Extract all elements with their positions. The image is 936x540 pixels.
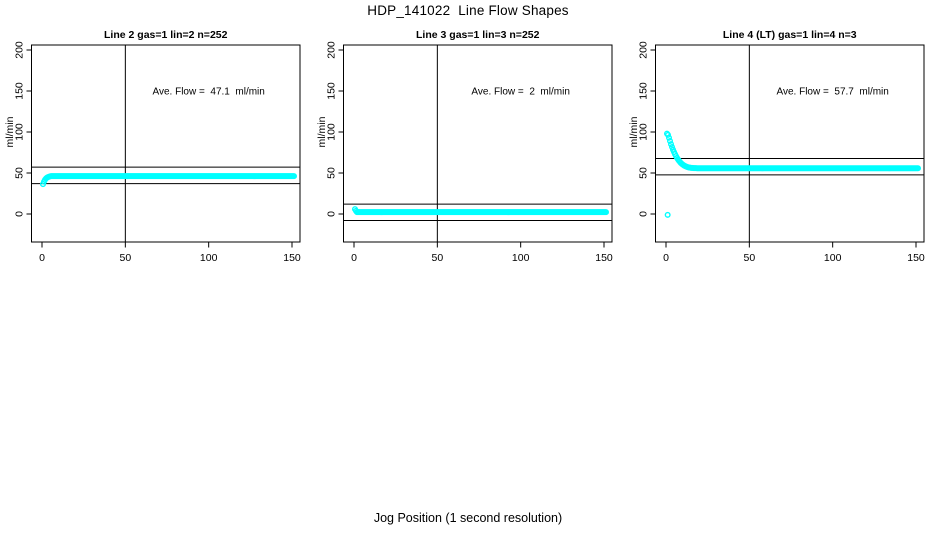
y-axis-ticks: 0 50 100 150 200: [638, 41, 656, 217]
data-points: [40, 173, 298, 188]
x-axis-outer-label: Jog Position (1 second resolution): [373, 511, 563, 525]
flow-band-lines: [343, 203, 612, 222]
y-axis-ticks: 0 50 100 150 200: [326, 41, 344, 217]
flow-panel-line4: 0 50 100 150 200 0 50 100 150 ml/min Line 4 (LT) g…: [628, 29, 925, 264]
svg-text:50: 50: [326, 167, 338, 179]
plot-box: [655, 44, 925, 243]
svg-text:100: 100: [14, 123, 26, 141]
svg-text:100: 100: [824, 252, 842, 264]
panel-title: Line 3 gas=1 lin=3 n=252: [416, 29, 540, 41]
svg-text:0: 0: [14, 211, 26, 217]
y-axis-label: ml/min: [4, 116, 16, 147]
panel-title: Line 2 gas=1 lin=2 n=252: [104, 29, 228, 41]
svg-text:0: 0: [638, 211, 650, 217]
flow-band-lines: [655, 157, 924, 176]
svg-text:50: 50: [14, 167, 26, 179]
data-points: [664, 130, 922, 218]
x-axis-ticks: 0 50 100 150: [39, 242, 301, 264]
svg-text:0: 0: [326, 211, 338, 217]
data-points: [352, 206, 610, 216]
y-axis-label: ml/min: [628, 116, 640, 147]
ave-flow-annotation: Ave. Flow = 2 ml/min: [471, 87, 569, 98]
svg-text:50: 50: [431, 252, 443, 264]
main-title: HDP_141022 Line Flow Shapes: [367, 3, 569, 18]
svg-text:150: 150: [283, 252, 301, 264]
svg-text:50: 50: [119, 252, 131, 264]
svg-text:0: 0: [351, 252, 357, 264]
svg-text:150: 150: [14, 82, 26, 100]
svg-text:100: 100: [512, 252, 530, 264]
plot-box: [31, 44, 301, 243]
panel-title: Line 4 (LT) gas=1 lin=4 n=3: [723, 29, 857, 41]
ave-flow-annotation: Ave. Flow = 57.7 ml/min: [776, 87, 888, 98]
svg-text:0: 0: [39, 252, 45, 264]
flow-panel-line3: 0 50 100 150 200 0 50 100 150 ml/min Line 3 gas=1 …: [316, 29, 613, 264]
panels-row: 0 50 100 150 200 0 50 100 150 ml/min Line 2 gas=1 …: [4, 29, 925, 264]
flow-panel-line2: 0 50 100 150 200 0 50 100 150 ml/min Line 2 gas=1 …: [4, 29, 301, 264]
plot-box: [343, 44, 613, 243]
svg-text:150: 150: [326, 82, 338, 100]
flow-band-lines: [31, 166, 300, 185]
svg-text:200: 200: [326, 41, 338, 59]
svg-text:200: 200: [14, 41, 26, 59]
svg-text:50: 50: [743, 252, 755, 264]
svg-text:200: 200: [638, 41, 650, 59]
x-axis-ticks: 0 50 100 150: [663, 242, 925, 264]
svg-text:150: 150: [907, 252, 925, 264]
svg-text:100: 100: [200, 252, 218, 264]
svg-text:100: 100: [638, 123, 650, 141]
svg-text:100: 100: [326, 123, 338, 141]
y-axis-ticks: 0 50 100 150 200: [14, 41, 32, 217]
ave-flow-annotation: Ave. Flow = 47.1 ml/min: [152, 87, 264, 98]
svg-text:150: 150: [595, 252, 613, 264]
svg-text:150: 150: [638, 82, 650, 100]
svg-text:0: 0: [663, 252, 669, 264]
y-axis-label: ml/min: [316, 116, 328, 147]
svg-text:50: 50: [638, 167, 650, 179]
x-axis-ticks: 0 50 100 150: [351, 242, 613, 264]
